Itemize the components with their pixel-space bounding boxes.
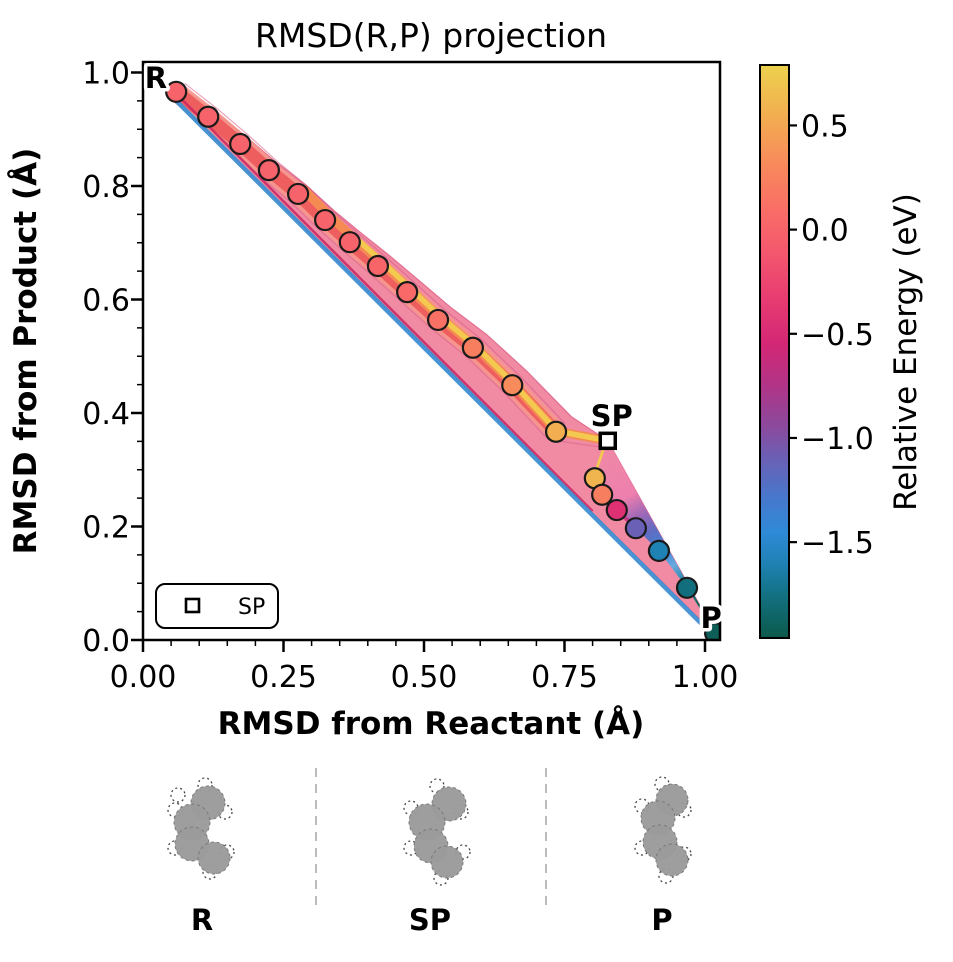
plot-title: RMSD(R,P) projection [255,16,607,55]
axes-frame [141,60,722,642]
path-point [257,159,280,182]
annotation-p: P [701,601,722,635]
path-point [426,308,450,332]
path-point [197,105,220,128]
sp-legend-marker [184,597,201,614]
molecule-panel [167,768,692,912]
x-tick-label: 0.25 [250,660,317,695]
sp-marker [598,431,618,451]
hydrogen-atom [170,787,186,803]
path-point [313,208,337,232]
colorbar: 0.5 0.0 −0.5 −1.0 −1.5 Relative Energy (eV) [759,64,924,639]
path-point [165,80,188,103]
path-point [675,576,699,599]
path-point [229,132,252,156]
annotation-sp: SP [591,399,633,433]
legend-label: SP [238,595,265,620]
x-tick-label: 0.75 [531,660,598,695]
x-axis-label: RMSD from Reactant (Å) [218,705,645,742]
colorbar-tick-label: 0.0 [801,214,849,249]
y-tick-label: 0.8 [82,170,130,205]
path-point [287,182,310,206]
x-tick-label: 0.00 [110,660,177,695]
molecule-label-sp: SP [409,903,451,937]
contour-line [184,82,566,424]
band-blue-underline [172,97,719,640]
colorbar-tick-label: 0.5 [801,109,849,144]
molecule-r [167,777,235,880]
plot-annotations: R SP P [141,58,725,639]
molecule-label-r: R [191,903,213,937]
y-axis-ticks: 0.0 0.2 0.4 0.6 0.8 1.0 [82,57,143,659]
annotation-r: R [145,61,167,95]
y-tick-label: 0.4 [82,397,130,432]
carbon-atom [430,845,464,879]
band-product-fan [594,440,718,637]
reaction-path-scatter [165,80,720,640]
colorbar-tick-label: −1.0 [801,422,874,457]
path-point [591,483,614,506]
colorbar-label: Relative Energy (eV) [888,193,924,511]
path-point [461,336,484,359]
path-point [338,231,361,254]
y-tick-label: 1.0 [82,57,130,92]
legend: SP [155,583,279,629]
colorbar-tick-label: −1.5 [801,526,874,561]
molecule-p [634,776,692,884]
molecule-label-p: P [651,903,672,937]
legend-box [155,583,279,629]
carbon-atom [655,843,689,877]
colorbar-frame [759,64,790,639]
colorbar-gradient [760,65,789,638]
colorbar-tick-label: −0.5 [801,318,874,353]
path-point [704,622,720,640]
y-axis-label: RMSD from Product (Å) [7,148,44,555]
x-tick-label: 0.50 [391,660,458,695]
path-point [647,539,671,563]
path-point [501,374,524,397]
y-tick-label: 0.2 [82,511,130,546]
x-axis-ticks: 0.00 0.25 0.50 0.75 1.00 [110,640,739,695]
path-point [605,498,628,522]
path-point [396,281,419,304]
band-crimson-edge [176,93,594,513]
y-tick-label: 0.0 [82,624,130,659]
path-point [624,517,647,540]
carbon-atom [197,841,231,875]
colorbar-ticks: 0.5 0.0 −0.5 −1.0 −1.5 [789,109,874,561]
x-tick-label: 1.00 [672,660,739,695]
contour-band [166,81,719,640]
path-point [544,420,568,443]
path-point [366,254,390,278]
molecule-sp [403,778,471,886]
y-tick-label: 0.6 [82,284,130,319]
